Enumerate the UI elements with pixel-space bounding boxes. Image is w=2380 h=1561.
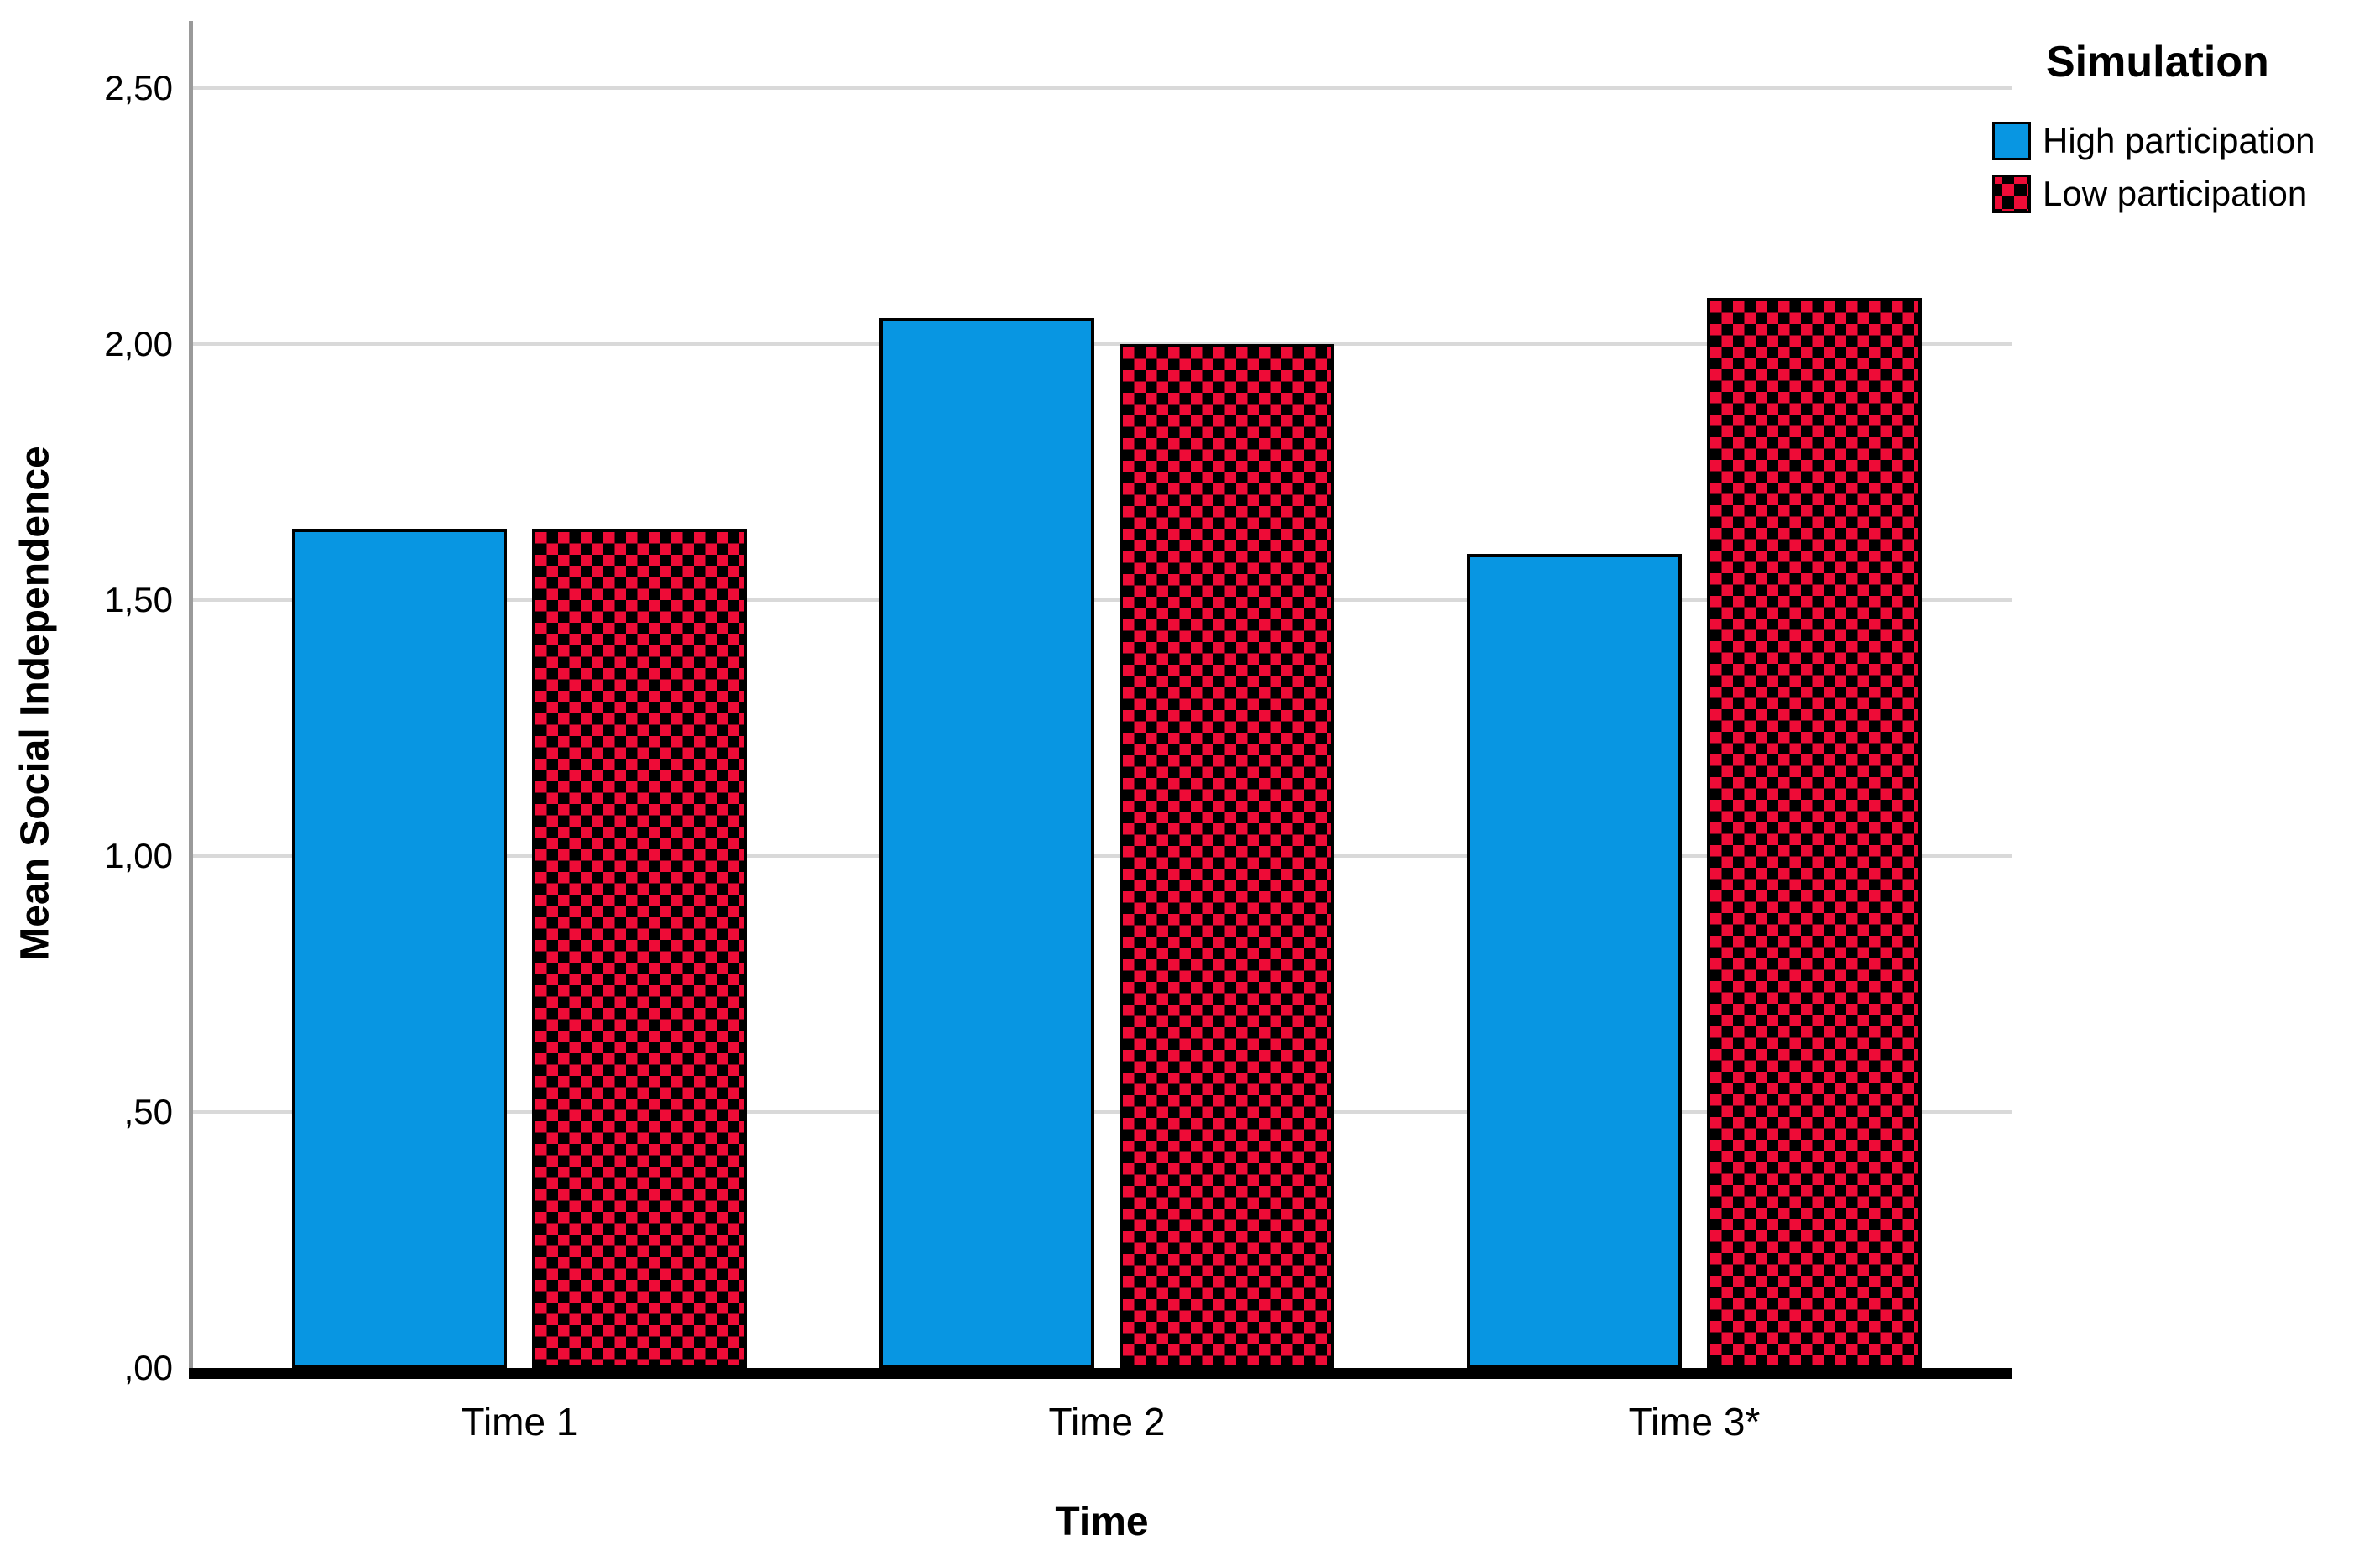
y-tick-label: ,00 xyxy=(123,1348,173,1387)
gridline xyxy=(191,598,2012,602)
y-axis-title: Mean Social Independence xyxy=(13,446,58,961)
y-tick-label: 2,50 xyxy=(104,68,173,107)
x-tick-label: Time 1 xyxy=(461,1400,578,1444)
y-tick-label: 1,00 xyxy=(104,836,173,875)
y-tick-label: 1,50 xyxy=(104,580,173,619)
y-tick-label: ,50 xyxy=(123,1092,173,1131)
legend-title: Simulation xyxy=(2046,38,2269,86)
legend-item-high-participation: High participation xyxy=(1992,121,2315,161)
bar-low-participation-time-1 xyxy=(532,529,747,1368)
x-tick-label: Time 3* xyxy=(1628,1400,1761,1444)
y-axis-line xyxy=(189,21,193,1379)
legend-item-low-participation: Low participation xyxy=(1992,174,2307,214)
legend-item-label: High participation xyxy=(2043,121,2315,160)
gridline xyxy=(191,1110,2012,1114)
x-axis-title: Time xyxy=(1055,1500,1149,1544)
gridline xyxy=(191,854,2012,858)
x-axis-line xyxy=(189,1368,2012,1379)
legend-item-label: Low participation xyxy=(2043,174,2308,213)
y-tick-label: 2,00 xyxy=(104,324,173,363)
bar-high-participation-time-1 xyxy=(292,529,507,1368)
bar-low-participation-time-3 xyxy=(1707,298,1922,1368)
bar-low-participation-time-2 xyxy=(1120,344,1334,1368)
gridline xyxy=(191,86,2012,90)
legend-swatch-low-participation-icon xyxy=(1992,175,2031,213)
gridline xyxy=(191,342,2012,346)
x-tick-label: Time 2 xyxy=(1048,1400,1166,1444)
bar-high-participation-time-2 xyxy=(879,318,1094,1368)
legend-swatch-high-participation-icon xyxy=(1992,122,2031,160)
bar-high-participation-time-3 xyxy=(1467,554,1682,1368)
